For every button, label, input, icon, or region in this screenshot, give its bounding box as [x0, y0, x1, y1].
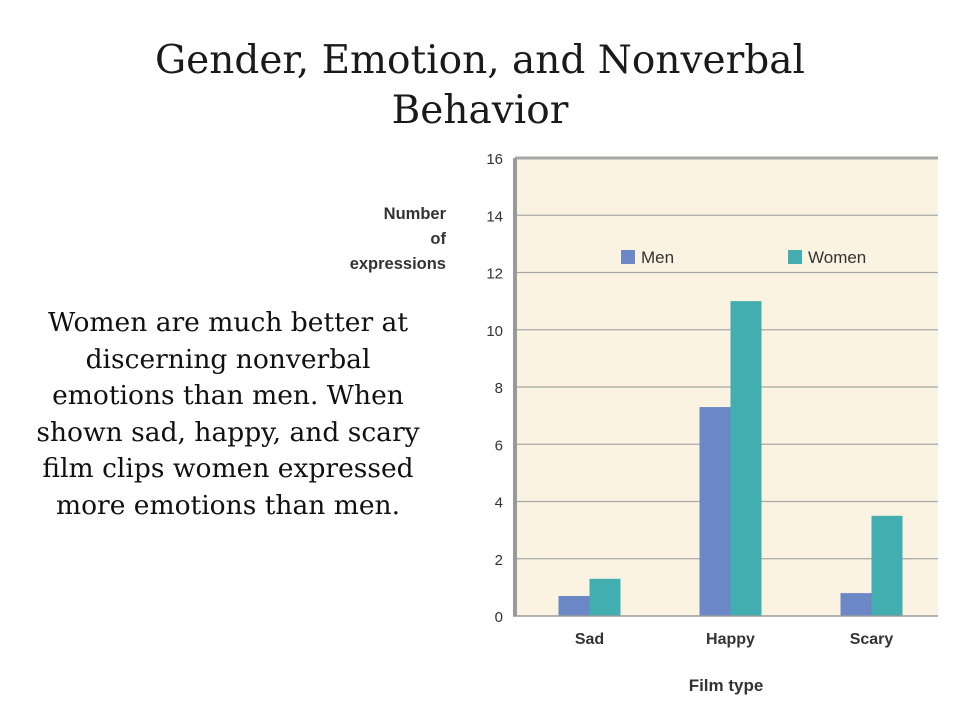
x-tick-labels: Sad Happy Scary [575, 631, 894, 648]
y-axis-title: Number of expressions [350, 205, 447, 273]
y-tick-labels: 0 2 4 6 8 10 12 14 16 [486, 151, 503, 626]
y-tick-label: 2 [495, 552, 503, 569]
y-tick-label: 0 [495, 609, 503, 626]
bar-women-sad [589, 578, 621, 616]
bar-men-sad [558, 595, 590, 616]
legend: Men Women [621, 248, 866, 267]
y-axis-title-line-3: expressions [350, 255, 446, 273]
x-tick-label: Scary [850, 631, 894, 648]
body-text: Women are much better at discerning nonv… [36, 307, 420, 521]
x-tick-label: Happy [706, 631, 755, 648]
y-tick-label: 12 [486, 266, 503, 283]
y-axis-title-line-1: Number [384, 205, 447, 223]
legend-label-women: Women [808, 248, 866, 267]
title-line-2: Behavior [391, 88, 569, 133]
y-tick-label: 10 [486, 323, 503, 340]
x-axis-title: Film type [689, 676, 764, 695]
bars [558, 301, 903, 616]
y-tick-label: 6 [495, 437, 503, 454]
y-tick-label: 14 [486, 208, 503, 225]
bar-women-happy [730, 301, 762, 616]
y-axis-title-line-2: of [430, 230, 446, 248]
bar-men-happy [699, 407, 731, 616]
y-tick-label: 4 [495, 495, 503, 512]
bar-men-scary [840, 593, 872, 616]
legend-swatch-men [621, 250, 635, 264]
legend-label-men: Men [641, 248, 674, 267]
slide-title: Gender, Emotion, and Nonverbal Behavior [0, 36, 960, 136]
legend-swatch-women [788, 250, 802, 264]
title-line-1: Gender, Emotion, and Nonverbal [155, 38, 805, 83]
y-tick-label: 16 [486, 151, 503, 168]
x-tick-label: Sad [575, 631, 604, 648]
y-tick-label: 8 [495, 380, 503, 397]
bar-women-scary [871, 515, 903, 616]
